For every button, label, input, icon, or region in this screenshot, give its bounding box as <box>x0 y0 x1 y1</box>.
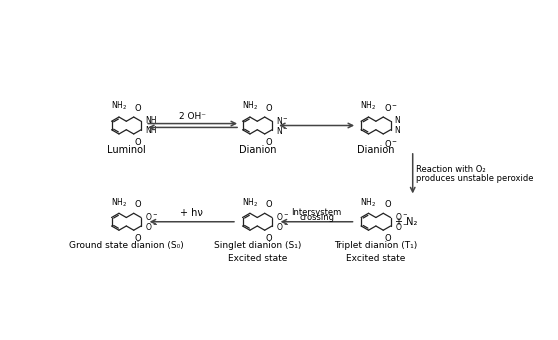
Text: NH$_2$: NH$_2$ <box>111 196 127 209</box>
Text: O$^-$: O$^-$ <box>384 138 398 149</box>
Text: O$^-$: O$^-$ <box>145 211 158 222</box>
Text: O: O <box>266 138 272 147</box>
Text: Dianion: Dianion <box>239 145 276 155</box>
Text: N$^-$: N$^-$ <box>276 115 288 126</box>
Text: produces unstable peroxide: produces unstable peroxide <box>416 174 533 183</box>
Text: Ground state dianion (S₀): Ground state dianion (S₀) <box>69 241 184 250</box>
Text: N: N <box>395 126 400 135</box>
Text: O$^-$: O$^-$ <box>276 221 289 232</box>
Text: + N₂: + N₂ <box>395 217 417 227</box>
Text: O$^-$: O$^-$ <box>395 221 408 232</box>
Text: 2 OH⁻: 2 OH⁻ <box>179 112 206 121</box>
Text: + hν: + hν <box>180 208 203 218</box>
Text: O$^-$: O$^-$ <box>276 211 289 222</box>
Text: crossing: crossing <box>299 213 334 222</box>
Text: O$^-$: O$^-$ <box>145 221 158 232</box>
Text: O: O <box>266 104 272 113</box>
Text: O: O <box>384 200 391 209</box>
Text: NH$_2$: NH$_2$ <box>360 196 377 209</box>
Text: Excited state: Excited state <box>228 254 287 262</box>
Text: N: N <box>395 116 400 125</box>
Text: Reaction with O₂: Reaction with O₂ <box>416 165 485 173</box>
Text: Dianion: Dianion <box>357 145 395 155</box>
Text: NH$_2$: NH$_2$ <box>111 100 127 113</box>
Text: O: O <box>134 138 141 147</box>
Text: O: O <box>384 234 391 243</box>
Text: NH$_2$: NH$_2$ <box>360 100 377 113</box>
Text: NH$_2$: NH$_2$ <box>242 100 258 113</box>
Text: NH: NH <box>145 126 156 135</box>
Text: O$^-$: O$^-$ <box>384 102 398 113</box>
Text: Excited state: Excited state <box>346 254 406 262</box>
Text: O: O <box>266 234 272 243</box>
Text: N$^-$: N$^-$ <box>276 125 288 136</box>
Text: NH$_2$: NH$_2$ <box>242 196 258 209</box>
Text: Triplet dianion (T₁): Triplet dianion (T₁) <box>334 241 417 250</box>
Text: O: O <box>134 104 141 113</box>
Text: NH: NH <box>145 116 156 125</box>
Text: Intersystem: Intersystem <box>291 208 341 217</box>
Text: Luminol: Luminol <box>107 145 146 155</box>
Text: O: O <box>134 234 141 243</box>
Text: O$^-$: O$^-$ <box>395 211 408 222</box>
Text: O: O <box>134 200 141 209</box>
Text: O: O <box>266 200 272 209</box>
Text: Singlet dianion (S₁): Singlet dianion (S₁) <box>214 241 301 250</box>
